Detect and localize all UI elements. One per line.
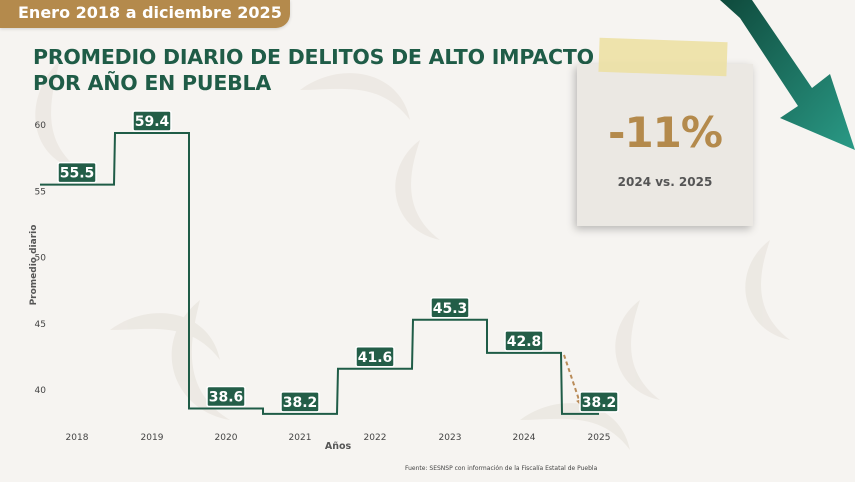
chart-title: PROMEDIO DIARIO DE DELITOS DE ALTO IMPAC… <box>33 44 594 96</box>
y-tick-label: 50 <box>35 254 47 264</box>
y-tick-label: 40 <box>35 386 47 396</box>
x-tick-label: 2019 <box>141 433 164 443</box>
data-label-box <box>579 391 619 413</box>
data-label: 38.2 <box>582 395 617 411</box>
y-tick-label: 60 <box>35 121 47 131</box>
data-label-box <box>355 346 395 368</box>
x-tick-label: 2020 <box>215 433 238 443</box>
data-label: 38.2 <box>283 395 318 411</box>
data-label: 42.8 <box>507 334 542 350</box>
step-series-line <box>40 131 599 415</box>
chart-title-line-2: POR AÑO EN PUEBLA <box>33 71 272 95</box>
chart-title-line-1: PROMEDIO DIARIO DE DELITOS DE ALTO IMPAC… <box>33 45 594 69</box>
x-tick-label: 2018 <box>66 433 89 443</box>
trend-dashed-arrow <box>563 354 582 407</box>
period-badge: Enero 2018 a diciembre 2025 <box>0 0 290 28</box>
x-tick-label: 2021 <box>289 433 312 443</box>
callout-comparison: 2024 vs. 2025 <box>617 175 713 189</box>
y-axis-label: Promedio diario <box>29 224 39 306</box>
data-label-box <box>504 330 544 352</box>
data-label: 41.6 <box>358 350 393 366</box>
data-label: 45.3 <box>433 301 468 317</box>
data-label-box <box>280 391 320 413</box>
source-note: Fuente: SESNSP con información de la Fis… <box>405 465 598 472</box>
y-tick-label: 45 <box>35 320 46 330</box>
x-tick-label: 2022 <box>364 433 387 443</box>
x-tick-label: 2024 <box>513 433 536 443</box>
x-axis-label: Años <box>324 441 352 452</box>
data-label: 59.4 <box>135 114 170 130</box>
period-text: Enero 2018 a diciembre 2025 <box>18 3 282 22</box>
data-label: 38.6 <box>209 390 244 406</box>
down-trend-arrow-icon <box>720 0 855 150</box>
x-tick-label: 2023 <box>439 433 462 443</box>
x-tick-label: 2025 <box>588 433 611 443</box>
callout-percent: -11% <box>608 108 723 157</box>
data-label-box <box>132 110 172 132</box>
data-label: 55.5 <box>60 166 95 182</box>
data-label-box <box>206 385 246 408</box>
data-label-box <box>430 297 470 319</box>
data-label-box <box>57 161 97 184</box>
callout-card <box>577 64 753 226</box>
y-tick-label: 55 <box>35 187 46 197</box>
